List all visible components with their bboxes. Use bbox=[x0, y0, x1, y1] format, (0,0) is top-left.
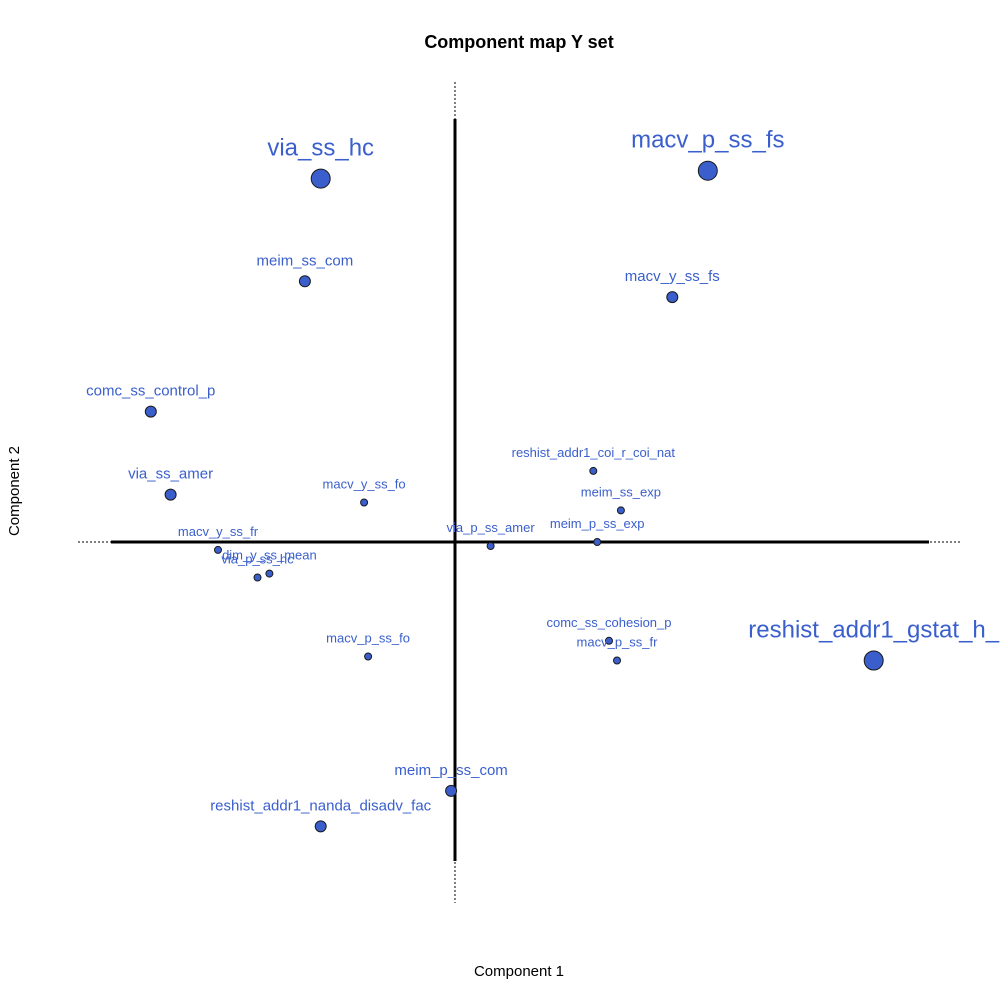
point-label: reshist_addr1_coi_r_coi_nat bbox=[512, 445, 676, 460]
data-point bbox=[253, 573, 262, 582]
point-label: macv_p_ss_fs bbox=[631, 127, 784, 154]
data-point bbox=[310, 168, 331, 189]
point-label: macv_y_ss_fs bbox=[625, 268, 720, 285]
point-label: via_p_ss_hc bbox=[221, 552, 294, 567]
data-point bbox=[144, 405, 157, 418]
data-point bbox=[666, 291, 679, 304]
data-point bbox=[314, 820, 327, 833]
data-point bbox=[445, 784, 458, 797]
point-label: meim_ss_exp bbox=[581, 484, 661, 499]
point-label: meim_p_ss_com bbox=[394, 762, 507, 779]
point-label: via_ss_amer bbox=[128, 466, 213, 483]
point-label: macv_p_ss_fr bbox=[577, 635, 659, 650]
data-point bbox=[589, 466, 598, 475]
point-label: via_ss_hc bbox=[267, 135, 374, 162]
data-point bbox=[697, 160, 718, 181]
point-label: reshist_addr1_gstat_h_ bbox=[748, 617, 999, 644]
data-point bbox=[364, 652, 373, 661]
x-axis-label: Component 1 bbox=[474, 963, 564, 980]
y-axis-label: Component 2 bbox=[6, 446, 23, 536]
point-label: macv_y_ss_fr bbox=[178, 524, 259, 539]
data-point bbox=[605, 636, 613, 645]
data-point bbox=[214, 545, 222, 554]
point-label: meim_p_ss_exp bbox=[550, 516, 645, 531]
data-point bbox=[486, 542, 495, 550]
data-point bbox=[616, 506, 625, 515]
point-label: dim_y_ss_mean bbox=[222, 548, 317, 563]
data-point bbox=[593, 538, 602, 546]
data-point bbox=[360, 498, 369, 507]
point-label: comc_ss_control_p bbox=[86, 383, 215, 400]
points-layer: via_ss_hc macv_p_ss_fs meim_ss_com macv_y_s… bbox=[86, 127, 1000, 833]
data-point bbox=[863, 650, 884, 671]
point-label: macv_y_ss_fo bbox=[323, 477, 406, 492]
point-label: meim_ss_com bbox=[257, 252, 354, 269]
data-point bbox=[265, 569, 274, 578]
point-label: reshist_addr1_nanda_disadv_fac bbox=[210, 797, 431, 814]
data-point bbox=[164, 488, 177, 501]
point-label: macv_p_ss_fo bbox=[326, 631, 410, 646]
point-label: comc_ss_cohesion_p bbox=[546, 615, 671, 630]
data-point bbox=[613, 656, 621, 665]
data-point bbox=[298, 275, 311, 288]
chart-title: Component map Y set bbox=[424, 32, 613, 52]
point-label: via_p_ss_amer bbox=[447, 520, 536, 535]
